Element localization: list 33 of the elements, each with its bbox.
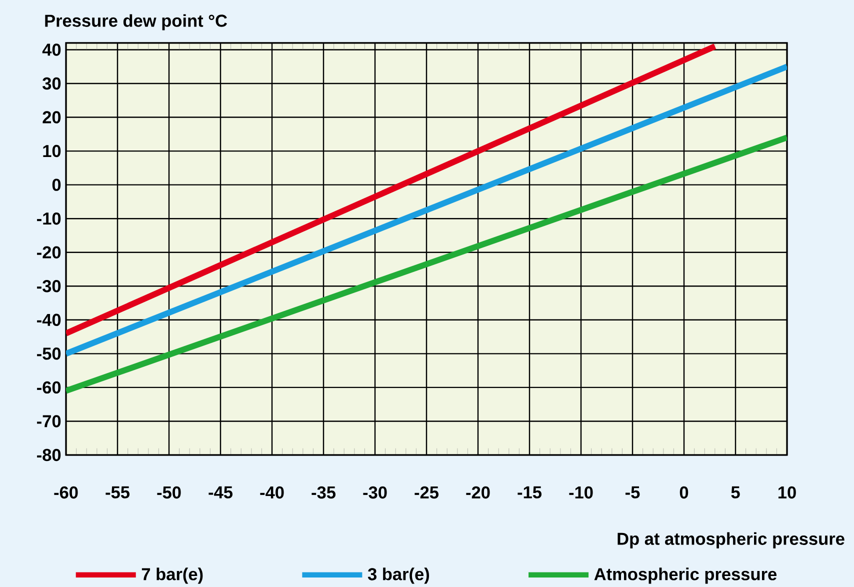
x-tick-label: -10 bbox=[569, 486, 593, 499]
y-tick-label: 20 bbox=[42, 111, 61, 124]
x-tick-label: -15 bbox=[518, 486, 542, 498]
x-tick-label: -45 bbox=[208, 486, 233, 498]
y-tick-label: 10 bbox=[43, 144, 61, 158]
x-tick-label: -5 bbox=[626, 486, 640, 498]
x-axis-title: Dp at atmospheric pressure bbox=[618, 532, 844, 548]
x-tick-label: -55 bbox=[106, 486, 130, 498]
y-tick-label: -40 bbox=[37, 314, 61, 326]
y-tick-label: 0 bbox=[52, 178, 61, 191]
x-tick-label: 0 bbox=[680, 486, 688, 499]
y-tick-label: -50 bbox=[37, 348, 61, 360]
y-tick-label: -80 bbox=[37, 448, 61, 462]
x-tick-label: -20 bbox=[466, 486, 490, 499]
legend-label: 7 bar(e) bbox=[142, 568, 203, 584]
y-tick-label: 30 bbox=[42, 77, 61, 90]
x-tick-label: -30 bbox=[363, 486, 387, 499]
legend-label: 3 bar(e) bbox=[368, 568, 430, 584]
x-tick-label: -60 bbox=[54, 486, 78, 499]
y-axis-title: Pressure dew point °C bbox=[45, 14, 228, 30]
x-tick-label: -25 bbox=[414, 486, 439, 499]
y-tick-label: 40 bbox=[42, 44, 61, 56]
legend-label: Atmospheric pressure bbox=[594, 568, 777, 584]
x-tick-label: -50 bbox=[157, 486, 181, 499]
y-tick-label: -70 bbox=[37, 415, 61, 428]
x-tick-label: -35 bbox=[312, 486, 336, 499]
x-tick-label: 5 bbox=[731, 486, 740, 498]
x-tick-label: 10 bbox=[778, 486, 796, 499]
y-tick-label: -10 bbox=[37, 212, 61, 225]
x-tick-label: -40 bbox=[260, 486, 284, 499]
y-tick-label: -60 bbox=[37, 381, 61, 394]
y-tick-label: -20 bbox=[37, 246, 61, 258]
y-tick-label: -30 bbox=[37, 280, 61, 292]
